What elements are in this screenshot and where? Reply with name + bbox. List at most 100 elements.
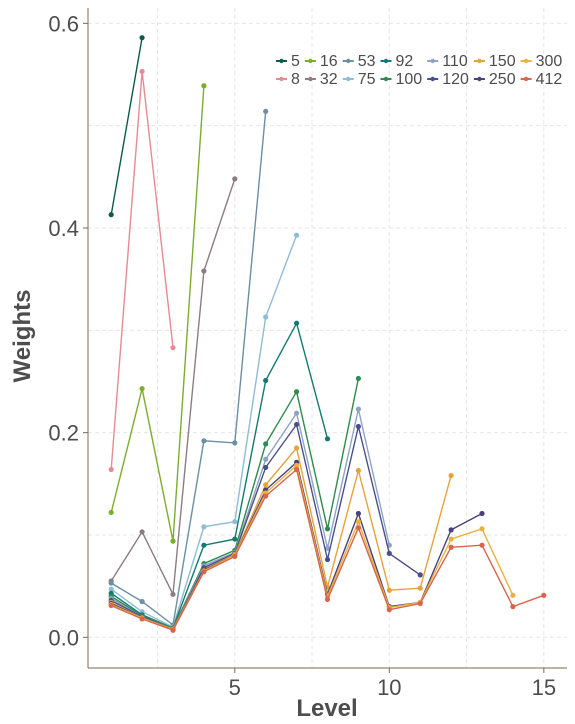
legend-key-marker <box>477 76 482 82</box>
legend-key-marker <box>430 58 435 64</box>
data-point <box>108 466 114 473</box>
data-point <box>201 542 207 548</box>
series-line-150 <box>110 446 452 630</box>
series-5 <box>108 35 145 218</box>
series-250 <box>108 459 485 633</box>
data-point <box>170 591 176 597</box>
legend-item-250: 250 <box>473 71 516 88</box>
data-point <box>263 456 269 462</box>
legend-key-marker <box>523 58 529 64</box>
x-axis-title: Level <box>296 695 357 722</box>
data-point <box>293 410 300 416</box>
legend-item-8: 8 <box>276 71 300 88</box>
data-point <box>201 83 207 89</box>
data-point <box>139 386 145 392</box>
data-point <box>293 389 300 395</box>
legend-item-110: 110 <box>427 53 468 70</box>
legend-item-53: 53 <box>342 53 376 70</box>
legend-label: 250 <box>489 71 516 88</box>
legend-key-marker <box>523 76 529 82</box>
data-point <box>324 526 331 532</box>
data-point <box>355 510 362 517</box>
series-150 <box>108 445 454 632</box>
data-point <box>510 604 516 610</box>
data-point <box>293 466 300 473</box>
legend-key-marker <box>346 58 351 64</box>
legend-item-75: 75 <box>342 71 376 88</box>
data-point <box>108 602 114 609</box>
data-point <box>263 464 269 471</box>
y-tick-label: 0.2 <box>48 421 79 446</box>
data-point <box>263 441 269 447</box>
legend-key-marker <box>308 58 313 64</box>
legend-item-120: 120 <box>427 71 469 88</box>
series-8 <box>108 68 176 473</box>
data-point <box>293 445 300 451</box>
data-point <box>386 587 392 593</box>
data-point <box>232 519 238 525</box>
data-point <box>232 536 238 542</box>
legend-label: 53 <box>358 53 376 70</box>
series-16 <box>108 83 207 544</box>
legend-item-16: 16 <box>304 53 338 70</box>
data-point <box>324 556 331 563</box>
data-point <box>263 377 269 384</box>
data-point <box>293 320 300 326</box>
legend-label: 16 <box>320 53 338 70</box>
data-point <box>108 586 114 592</box>
legend-key-marker <box>279 58 284 64</box>
data-point <box>263 493 269 499</box>
data-point <box>139 598 145 605</box>
data-point <box>293 421 300 428</box>
data-point <box>108 580 114 586</box>
data-point <box>386 550 392 556</box>
data-point <box>324 436 331 442</box>
legend-key-marker <box>308 76 313 82</box>
legend-key-marker <box>383 58 389 64</box>
legend-label: 150 <box>489 53 516 70</box>
data-point <box>355 525 362 531</box>
y-axis-title: Weights <box>9 290 36 383</box>
data-point <box>417 585 423 591</box>
data-point <box>139 35 145 41</box>
data-point <box>355 406 362 412</box>
data-point <box>263 108 269 114</box>
data-point <box>201 268 207 274</box>
data-point <box>448 536 454 542</box>
data-point <box>448 544 454 550</box>
data-point <box>170 345 176 351</box>
series-line-53 <box>110 111 267 627</box>
data-point <box>232 440 238 446</box>
series-line-5 <box>110 37 143 215</box>
data-point <box>355 519 362 525</box>
legend-item-412: 412 <box>520 71 562 88</box>
data-point <box>417 600 423 607</box>
y-tick-label: 0.4 <box>48 216 79 241</box>
legend-item-100: 100 <box>380 71 422 88</box>
data-point <box>510 592 516 598</box>
legend-label: 8 <box>291 71 300 88</box>
legend-label: 300 <box>536 53 563 70</box>
series-line-8 <box>110 71 174 470</box>
legend-label: 92 <box>396 53 414 70</box>
legend: 5 16 53 92 110 150 300 8 32 75 100 120 250 412 <box>276 53 562 88</box>
series-line-16 <box>110 85 205 542</box>
data-point <box>263 314 269 320</box>
data-point <box>201 569 207 575</box>
data-point <box>170 627 176 633</box>
y-tick-label: 0.6 <box>48 11 79 36</box>
data-point <box>324 545 331 551</box>
legend-label: 110 <box>442 53 468 70</box>
legend-label: 5 <box>291 53 300 70</box>
data-point <box>108 212 114 218</box>
data-point <box>355 467 362 474</box>
x-tick-label: 15 <box>532 675 556 700</box>
legend-key-marker <box>477 58 482 64</box>
legend-item-5: 5 <box>276 53 300 70</box>
legend-item-92: 92 <box>380 53 414 70</box>
legend-key-marker <box>346 76 351 82</box>
data-point <box>263 482 269 488</box>
series-line-92 <box>110 321 329 630</box>
data-point <box>232 176 238 182</box>
